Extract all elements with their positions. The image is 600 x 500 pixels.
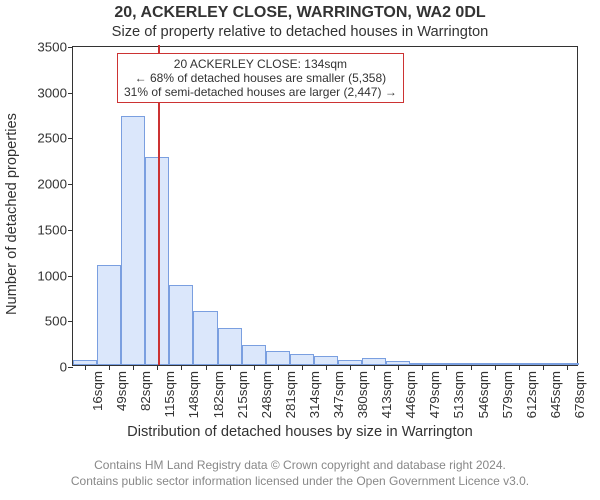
xtick-mark <box>374 365 375 370</box>
xtick-mark <box>398 365 399 370</box>
xtick-label: 347sqm <box>331 371 346 418</box>
histogram-bar <box>121 116 145 365</box>
xtick-label: 612sqm <box>524 371 539 418</box>
footer-line-2: Contains public sector information licen… <box>0 474 600 488</box>
xtick-label: 380sqm <box>355 371 370 418</box>
annotation-line: 20 ACKERLEY CLOSE: 134sqm <box>124 57 397 71</box>
xtick-label: 215sqm <box>235 371 250 418</box>
ytick-mark <box>68 367 73 368</box>
xtick-label: 579sqm <box>500 371 515 418</box>
histogram-bar <box>97 265 121 365</box>
xtick-mark <box>206 365 207 370</box>
xtick-mark <box>302 365 303 370</box>
ytick-mark <box>68 321 73 322</box>
xtick-mark <box>254 365 255 370</box>
xtick-label: 115sqm <box>162 371 177 417</box>
xtick-mark <box>109 365 110 370</box>
chart-plot-area: 050010001500200025003000350016sqm49sqm82… <box>72 46 578 366</box>
ytick-mark <box>68 230 73 231</box>
xtick-mark <box>181 365 182 370</box>
histogram-bar <box>266 351 290 365</box>
xtick-mark <box>230 365 231 370</box>
xtick-mark <box>446 365 447 370</box>
xtick-mark <box>85 365 86 370</box>
page-title: 20, ACKERLEY CLOSE, WARRINGTON, WA2 0DL <box>0 4 600 22</box>
xtick-label: 413sqm <box>379 371 394 418</box>
xtick-mark <box>422 365 423 370</box>
annotation-box: 20 ACKERLEY CLOSE: 134sqm← 68% of detach… <box>117 53 404 103</box>
xtick-mark <box>157 365 158 370</box>
histogram-bar <box>362 358 386 365</box>
xtick-mark <box>278 365 279 370</box>
histogram-bar <box>242 345 266 365</box>
xtick-label: 513sqm <box>451 371 466 418</box>
xtick-mark <box>350 365 351 370</box>
xtick-label: 182sqm <box>211 371 226 418</box>
annotation-line: ← 68% of detached houses are smaller (5,… <box>124 71 397 85</box>
annotation-line: 31% of semi-detached houses are larger (… <box>124 85 397 99</box>
ytick-mark <box>68 93 73 94</box>
xtick-mark <box>567 365 568 370</box>
ytick-mark <box>68 47 73 48</box>
xtick-label: 49sqm <box>114 371 129 411</box>
xtick-label: 281sqm <box>283 371 298 418</box>
xtick-label: 479sqm <box>427 371 442 418</box>
xtick-label: 16sqm <box>90 371 105 411</box>
xtick-label: 678sqm <box>572 371 587 418</box>
footer-line-1: Contains HM Land Registry data © Crown c… <box>0 458 600 472</box>
x-axis-label: Distribution of detached houses by size … <box>0 424 600 440</box>
xtick-label: 446sqm <box>403 371 418 418</box>
xtick-label: 82sqm <box>138 371 153 411</box>
ytick-mark <box>68 184 73 185</box>
histogram-bar <box>169 285 193 365</box>
histogram-bar <box>193 311 217 365</box>
ytick-mark <box>68 276 73 277</box>
xtick-mark <box>495 365 496 370</box>
page-subtitle: Size of property relative to detached ho… <box>0 24 600 40</box>
xtick-label: 248sqm <box>259 371 274 418</box>
histogram-bar <box>314 356 338 365</box>
xtick-mark <box>326 365 327 370</box>
histogram-bar <box>218 328 242 365</box>
xtick-label: 645sqm <box>548 371 563 418</box>
xtick-mark <box>133 365 134 370</box>
ytick-mark <box>68 138 73 139</box>
xtick-mark <box>519 365 520 370</box>
xtick-label: 314sqm <box>307 371 322 418</box>
xtick-label: 546sqm <box>476 371 491 418</box>
xtick-label: 148sqm <box>186 371 201 418</box>
histogram-bar <box>290 354 314 365</box>
y-axis-label: Number of detached properties <box>4 54 20 374</box>
xtick-mark <box>543 365 544 370</box>
xtick-mark <box>471 365 472 370</box>
